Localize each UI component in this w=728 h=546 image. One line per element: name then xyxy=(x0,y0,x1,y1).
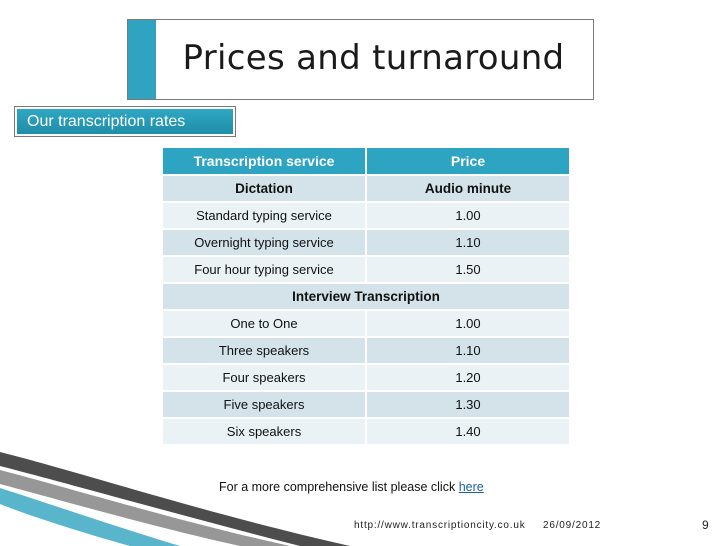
service-cell: Six speakers xyxy=(226,424,302,439)
column-header-service: Transcription service xyxy=(193,153,335,169)
price-cell: 1.10 xyxy=(365,230,569,255)
service-cell: Four speakers xyxy=(222,370,306,385)
table-row: Standard typing service 1.00 xyxy=(163,203,569,228)
table-row: Six speakers 1.40 xyxy=(163,419,569,444)
section-unit: Audio minute xyxy=(365,176,569,201)
section-label: Interview Transcription xyxy=(292,289,440,304)
footer-url: http://www.transcriptioncity.co.uk xyxy=(354,520,526,531)
column-header-price: Price xyxy=(365,148,569,174)
footer-note: For a more comprehensive list please cli… xyxy=(219,480,484,494)
rates-table: Transcription service Price Dictation Au… xyxy=(163,148,569,446)
title-accent-stripe xyxy=(128,20,156,99)
price-cell: 1.00 xyxy=(365,203,569,228)
section-label: Dictation xyxy=(235,181,293,196)
price-cell: 1.40 xyxy=(365,419,569,444)
service-cell: Four hour typing service xyxy=(194,262,334,277)
decorative-swoosh xyxy=(0,452,350,546)
table-header-row: Transcription service Price xyxy=(163,148,569,174)
subheading-box: Our transcription rates xyxy=(14,106,236,137)
page-title: Prices and turnaround xyxy=(182,38,565,78)
table-row: Five speakers 1.30 xyxy=(163,392,569,417)
price-cell: 1.00 xyxy=(365,311,569,336)
price-cell: 1.20 xyxy=(365,365,569,390)
service-cell: Three speakers xyxy=(218,343,310,358)
service-cell: Overnight typing service xyxy=(194,235,334,250)
section-row-interview: Interview Transcription xyxy=(163,284,569,309)
here-link[interactable]: here xyxy=(458,480,484,494)
page-number: 9 xyxy=(702,518,709,532)
subheading-bar xyxy=(15,107,235,136)
service-cell: Standard typing service xyxy=(196,208,332,223)
footer-date: 26/09/2012 xyxy=(543,520,602,531)
service-cell: Five speakers xyxy=(223,397,305,412)
table-row: Overnight typing service 1.10 xyxy=(163,230,569,255)
price-cell: 1.30 xyxy=(365,392,569,417)
table-row: Three speakers 1.10 xyxy=(163,338,569,363)
service-cell: One to One xyxy=(230,316,298,331)
price-cell: 1.10 xyxy=(365,338,569,363)
table-row: Four speakers 1.20 xyxy=(163,365,569,390)
table-row: One to One 1.00 xyxy=(163,311,569,336)
title-frame: Prices and turnaround xyxy=(127,19,594,100)
footer-note-text: For a more comprehensive list please cli… xyxy=(219,480,459,494)
section-row-dictation: Dictation Audio minute xyxy=(163,176,569,201)
price-cell: 1.50 xyxy=(365,257,569,282)
subheading: Our transcription rates xyxy=(27,113,186,130)
table-row: Four hour typing service 1.50 xyxy=(163,257,569,282)
